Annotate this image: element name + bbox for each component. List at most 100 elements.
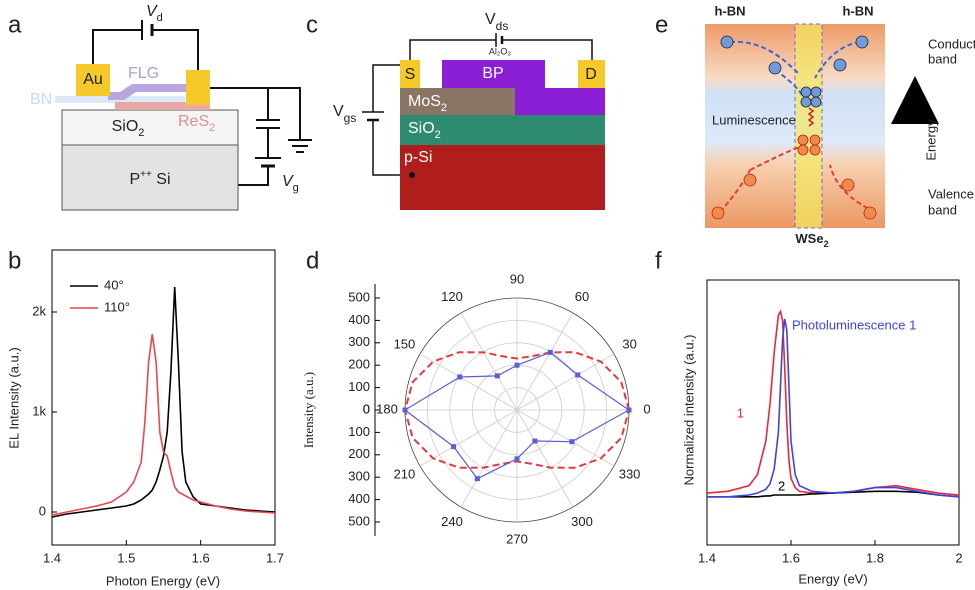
r-tick-label: 200 <box>348 357 370 372</box>
label: 2 <box>435 129 441 141</box>
wire <box>152 29 199 70</box>
label: P++ Si <box>129 169 170 188</box>
x-tick-label: 1.6 <box>782 550 800 565</box>
label: V <box>333 103 344 120</box>
grid-spoke <box>419 353 518 411</box>
label: 2 <box>138 127 144 139</box>
label: band <box>928 202 957 217</box>
electron <box>810 86 822 98</box>
theta-tick-label: 330 <box>619 466 641 481</box>
electron <box>800 86 812 98</box>
data-point <box>514 362 520 368</box>
label: Conduction <box>928 36 975 51</box>
electron <box>855 35 869 49</box>
diagram-c <box>362 33 593 176</box>
plot-frame <box>706 279 960 546</box>
label: SiO2 <box>408 120 441 141</box>
label: FLG <box>128 65 159 82</box>
electron-path <box>814 41 861 79</box>
data-point <box>451 444 457 450</box>
r-tick-label: 500 <box>348 289 370 304</box>
panel-label: b <box>8 247 21 274</box>
hole <box>797 144 809 156</box>
theta-tick-label: 210 <box>394 466 416 481</box>
label: Al₂O₃ <box>489 46 511 56</box>
data-line <box>706 309 960 496</box>
label: band <box>928 51 957 66</box>
hole <box>809 144 821 156</box>
electron <box>800 96 812 108</box>
wse2-layer <box>794 23 823 229</box>
contact-dot <box>409 172 415 178</box>
wire <box>372 64 404 112</box>
y-tick-label: 1k <box>32 403 46 418</box>
wire <box>92 29 142 65</box>
flg-layer <box>108 84 195 100</box>
label: Energy <box>923 119 938 161</box>
legend-label: 40° <box>104 277 124 292</box>
hole-path <box>829 164 876 213</box>
diagram-a <box>92 20 312 186</box>
theta-tick-label: 240 <box>441 514 463 529</box>
label: h-BN <box>842 3 873 18</box>
label: S <box>405 66 416 83</box>
hole <box>809 134 821 146</box>
theta-tick-label: 180 <box>376 401 398 416</box>
wire <box>409 39 496 60</box>
y-tick-label: 0 <box>39 503 46 518</box>
grid-spoke <box>460 312 518 411</box>
grid-spoke <box>419 409 518 467</box>
r-tick-label: 200 <box>348 446 370 461</box>
label: V <box>485 11 496 28</box>
grid-spoke <box>516 353 615 411</box>
label: SiO <box>112 118 139 135</box>
label: Luminescence <box>712 112 796 127</box>
mos2-layer <box>400 88 515 115</box>
y-axis-label: Normalized intensity (a.u.) <box>681 335 696 486</box>
y-tick-label: 2k <box>32 303 46 318</box>
label: ++ <box>140 169 152 180</box>
data-point <box>626 407 632 413</box>
legend-label: 110° <box>104 299 130 314</box>
data-point <box>569 439 575 445</box>
theta-tick-label: 270 <box>506 531 528 546</box>
hole <box>863 206 877 220</box>
label: D <box>585 66 597 83</box>
wire <box>268 87 301 140</box>
data-point <box>532 438 538 444</box>
grid-spoke <box>516 409 574 508</box>
data-line <box>707 490 960 498</box>
hole <box>743 173 757 187</box>
r-tick-label: 0 <box>363 401 370 416</box>
panel-label: a <box>8 11 22 38</box>
label: g <box>293 182 299 194</box>
data-point <box>457 374 463 380</box>
r-tick-label: 100 <box>348 379 370 394</box>
label: Vd <box>146 3 163 24</box>
theta-tick-label: 0 <box>643 401 650 416</box>
panel-label: d <box>306 247 319 274</box>
grid-spoke <box>516 312 574 411</box>
y-axis-label: EL Intensity (a.u.) <box>6 347 21 448</box>
electron <box>768 61 782 75</box>
source <box>400 60 420 88</box>
label: Si <box>152 171 171 188</box>
label: WSe <box>795 231 823 246</box>
x-tick-label: 1.6 <box>192 550 210 565</box>
x-tick-label: 1.5 <box>117 550 135 565</box>
r-tick-label: 400 <box>348 312 370 327</box>
x-tick-label: 1.4 <box>698 550 716 565</box>
bp-layer <box>442 60 605 115</box>
si-substrate <box>61 144 239 211</box>
theta-tick-label: 30 <box>622 336 636 351</box>
grid-spoke <box>460 409 518 508</box>
r-tick-label: 400 <box>348 491 370 506</box>
electron <box>810 96 822 108</box>
data-line <box>707 318 960 498</box>
data-line <box>51 286 276 518</box>
x-tick-label: 1.7 <box>266 550 284 565</box>
label: p-Si <box>404 149 432 166</box>
label: Vds <box>485 11 508 33</box>
hole <box>841 178 855 192</box>
